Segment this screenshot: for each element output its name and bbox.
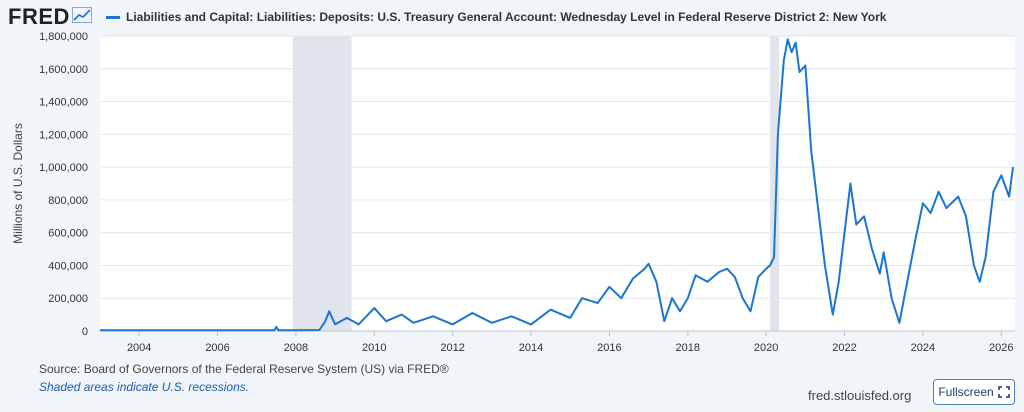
legend-swatch bbox=[106, 15, 120, 19]
recession-note: Shaded areas indicate U.S. recessions. bbox=[39, 380, 250, 394]
x-tick-label: 2012 bbox=[440, 342, 464, 354]
expand-icon bbox=[997, 386, 1010, 398]
fullscreen-label: Fullscreen bbox=[938, 385, 994, 399]
x-tick-label: 2024 bbox=[911, 342, 935, 354]
series-title: Liabilities and Capital: Liabilities: De… bbox=[126, 10, 887, 24]
x-tick-label: 2010 bbox=[362, 342, 386, 354]
x-tick-label: 2016 bbox=[597, 342, 621, 354]
line-chart-icon bbox=[72, 7, 92, 28]
y-tick-label: 1,400,000 bbox=[39, 97, 88, 109]
site-url[interactable]: fred.stlouisfed.org bbox=[808, 388, 912, 403]
y-tick-label: 600,000 bbox=[48, 228, 88, 240]
chart-header: FRED Liabilities and Capital: Liabilitie… bbox=[0, 0, 1024, 36]
y-tick-label: 200,000 bbox=[48, 293, 88, 305]
legend: Liabilities and Capital: Liabilities: De… bbox=[106, 10, 886, 24]
x-tick-label: 2026 bbox=[989, 342, 1013, 354]
plot-area bbox=[100, 36, 1015, 331]
fred-logo[interactable]: FRED bbox=[8, 4, 70, 29]
y-tick-label: 1,000,000 bbox=[39, 162, 88, 174]
y-tick-label: 0 bbox=[82, 326, 88, 338]
y-axis-label: Millions of U.S. Dollars bbox=[11, 123, 25, 244]
y-tick-label: 800,000 bbox=[48, 195, 88, 207]
series-line bbox=[99, 38, 1014, 332]
y-tick-label: 1,200,000 bbox=[39, 129, 88, 141]
x-tick-label: 2008 bbox=[284, 342, 308, 354]
x-tick-label: 2014 bbox=[519, 342, 543, 354]
x-tick-label: 2006 bbox=[205, 342, 229, 354]
x-tick-label: 2022 bbox=[832, 342, 856, 354]
y-tick-label: 400,000 bbox=[48, 260, 88, 272]
recession-band bbox=[292, 36, 352, 331]
x-tick-label: 2018 bbox=[676, 342, 700, 354]
recession-band bbox=[770, 36, 780, 331]
fullscreen-button[interactable]: Fullscreen bbox=[933, 379, 1015, 405]
x-tick-label: 2020 bbox=[754, 342, 778, 354]
source-note: Source: Board of Governors of the Federa… bbox=[39, 362, 449, 376]
x-tick-label: 2004 bbox=[127, 342, 151, 354]
y-tick-label: 1,600,000 bbox=[39, 64, 88, 76]
y-tick-label: 1,800,000 bbox=[39, 31, 88, 43]
